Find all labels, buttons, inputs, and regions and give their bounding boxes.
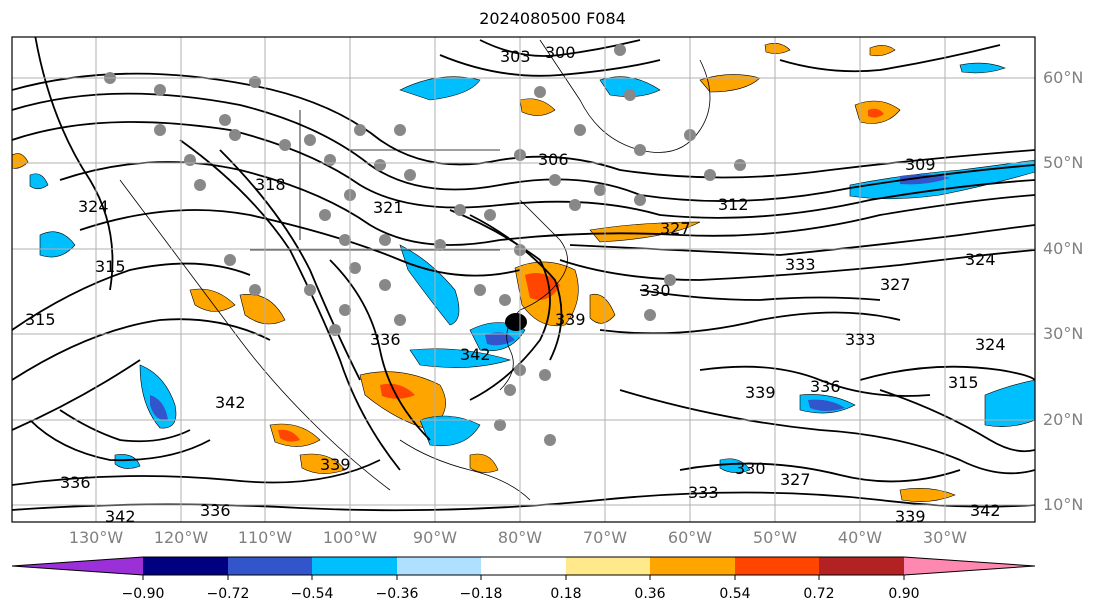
contour-label: 324 <box>78 197 109 216</box>
colorbar-segment <box>481 557 566 575</box>
lon-label: 30°W <box>922 528 968 547</box>
contour-label: 336 <box>370 330 401 349</box>
colorbar-tick-label: −0.18 <box>459 586 503 602</box>
colorbar-segment <box>566 557 650 575</box>
lon-label: 130°W <box>68 528 124 547</box>
lon-label: 110°W <box>237 528 293 547</box>
lon-label: 40°W <box>837 528 883 547</box>
contour-label: 306 <box>538 150 569 169</box>
contour-label: 324 <box>965 250 996 269</box>
map-title: 2024080500 F084 <box>479 9 626 28</box>
contour-label: 336 <box>200 501 231 520</box>
colorbar-segment <box>819 557 904 575</box>
colorbar-tick-label: 0.72 <box>803 586 835 602</box>
lat-label: 40°N <box>1043 239 1084 258</box>
contour-label: 303 <box>500 47 531 66</box>
contour-label: 342 <box>460 345 491 364</box>
colorbar-tick-label: −0.54 <box>290 586 334 602</box>
contour-label: 333 <box>785 255 816 274</box>
lat-label: 50°N <box>1043 153 1084 172</box>
lon-label: 120°W <box>153 528 209 547</box>
colorbar-tick-label: 0.54 <box>719 586 751 602</box>
colorbar-tick-label: −0.90 <box>121 586 165 602</box>
lon-label: 60°W <box>667 528 713 547</box>
contour-label: 315 <box>25 310 56 329</box>
contour-label: 300 <box>545 43 576 62</box>
colorbar-high-arrow <box>904 557 1035 575</box>
contour-label: 342 <box>105 507 136 526</box>
contour-label-layer: 303 300 306 309 312 315 318 321 324 327 … <box>25 43 1006 526</box>
contour-label: 330 <box>640 281 671 300</box>
colorbar-tick-label: −0.72 <box>206 586 250 602</box>
contour-label: 333 <box>688 483 719 502</box>
lon-label: 80°W <box>497 528 543 547</box>
colorbar-low-arrow <box>12 557 143 575</box>
colorbar-segment <box>143 557 228 575</box>
map-frame <box>11 36 1036 523</box>
colorbar-segment <box>397 557 481 575</box>
contour-label: 315 <box>95 257 126 276</box>
contour-label: 339 <box>745 383 776 402</box>
contour-label: 336 <box>60 473 91 492</box>
colorbar-segment <box>312 557 397 575</box>
contour-label: 312 <box>718 195 749 214</box>
colorbar <box>11 556 1036 580</box>
lat-label: 20°N <box>1043 410 1084 429</box>
lon-label: 70°W <box>582 528 628 547</box>
storm-center-marker <box>505 313 527 331</box>
contour-label: 327 <box>660 219 691 238</box>
lon-label: 90°W <box>412 528 458 547</box>
lon-label: 100°W <box>322 528 378 547</box>
contour-label: 327 <box>880 275 911 294</box>
contour-label: 339 <box>555 310 586 329</box>
colorbar-segment <box>650 557 735 575</box>
contour-label: 309 <box>905 155 936 174</box>
lat-label: 30°N <box>1043 324 1084 343</box>
colorbar-tick-label: −0.36 <box>375 586 419 602</box>
contour-label: 327 <box>780 470 811 489</box>
colorbar-segment <box>228 557 312 575</box>
lat-label: 60°N <box>1043 68 1084 87</box>
contour-label: 342 <box>215 393 246 412</box>
contour-label: 339 <box>895 507 926 526</box>
lon-label: 50°W <box>752 528 798 547</box>
contour-label: 330 <box>735 459 766 478</box>
contour-label: 324 <box>975 335 1006 354</box>
map-panel: 303 300 306 309 312 315 318 321 324 327 … <box>12 37 1035 526</box>
coastlines <box>119 39 711 501</box>
contour-label: 315 <box>948 373 979 392</box>
contour-label: 336 <box>810 377 841 396</box>
colorbar-tick-label: 0.36 <box>634 586 666 602</box>
contour-label: 339 <box>320 455 351 474</box>
gridlines <box>12 37 1035 522</box>
colorbar-tick-label: 0.18 <box>550 586 582 602</box>
contour-label: 342 <box>970 501 1001 520</box>
lat-label: 10°N <box>1043 495 1084 514</box>
contour-label: 321 <box>373 198 404 217</box>
contour-label: 318 <box>255 175 286 194</box>
contour-label: 333 <box>845 330 876 349</box>
colorbar-tick-label: 0.90 <box>888 586 920 602</box>
colorbar-segment <box>735 557 819 575</box>
